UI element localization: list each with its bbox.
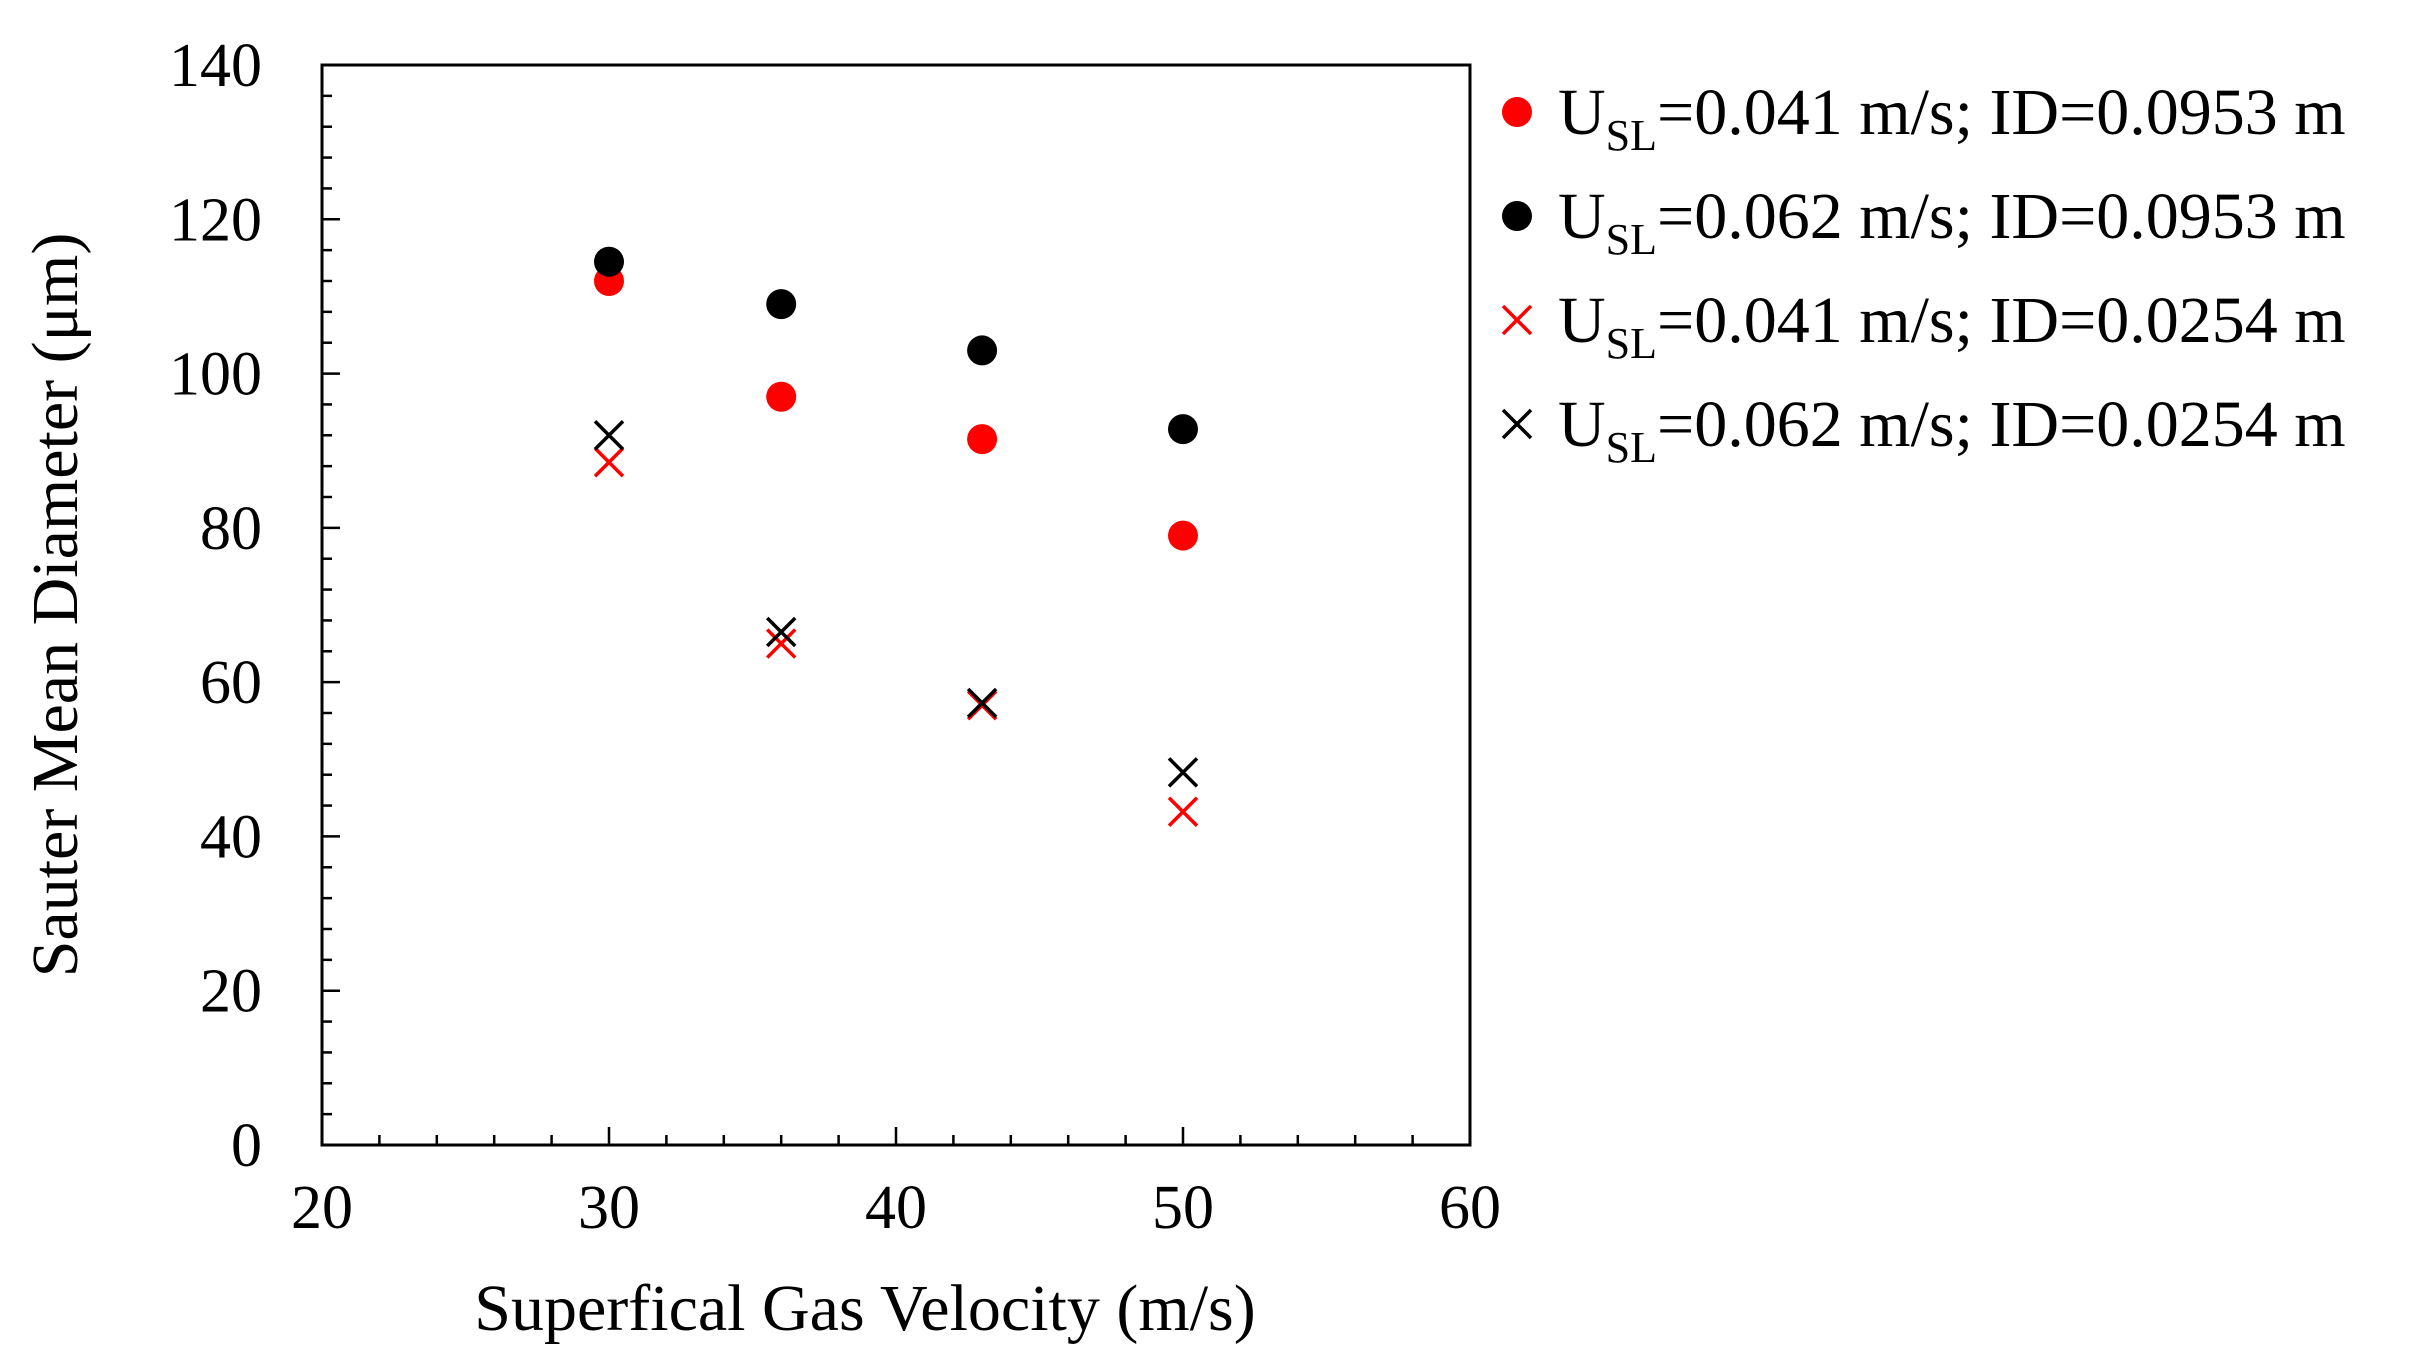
- data-point: [593, 447, 625, 478]
- legend-label-rest: =0.041 m/s; ID=0.0953 m: [1657, 76, 2346, 149]
- plot-frame: [320, 63, 1472, 1147]
- legend-label-subscript: SL: [1606, 215, 1657, 264]
- series-layer: [593, 246, 1199, 827]
- legend-label: USL=0.041 m/s; ID=0.0953 m: [1558, 76, 2346, 160]
- y-tick-label: 40: [200, 803, 262, 871]
- data-point: [966, 687, 998, 719]
- y-tick-labels: 0 20 40 60 80 100 120 140: [169, 32, 262, 1180]
- data-point: [1168, 520, 1198, 551]
- data-point: [1167, 796, 1199, 827]
- x-tick-label: 50: [1152, 1174, 1214, 1242]
- series-3: [593, 447, 1199, 827]
- data-point: [765, 616, 797, 648]
- legend-label-main: U: [1558, 180, 1606, 253]
- legend-item: USL=0.062 m/s; ID=0.0254 m: [1501, 388, 2346, 472]
- y-tick-label: 140: [169, 32, 262, 100]
- legend-label-rest: =0.062 m/s; ID=0.0254 m: [1657, 388, 2346, 461]
- x-tick-label: 20: [291, 1174, 353, 1242]
- legend-marker: [1501, 304, 1533, 336]
- x-tick-label: 40: [865, 1174, 927, 1242]
- y-tick-label: 0: [231, 1112, 262, 1180]
- major-ticks: [320, 63, 1472, 1147]
- x-axis-title: Superfical Gas Velocity (m/s): [474, 1272, 1255, 1345]
- legend-label-main: U: [1558, 284, 1606, 357]
- data-point: [594, 246, 624, 277]
- legend-label-rest: =0.041 m/s; ID=0.0254 m: [1657, 284, 2346, 357]
- y-tick-label: 120: [169, 186, 262, 254]
- legend-label: USL=0.062 m/s; ID=0.0953 m: [1558, 180, 2346, 264]
- legend-marker: [1502, 97, 1532, 127]
- x-tick-label: 30: [578, 1174, 640, 1242]
- legend-label-subscript: SL: [1606, 423, 1657, 472]
- legend-label-rest: =0.062 m/s; ID=0.0953 m: [1657, 180, 2346, 253]
- minor-ticks: [322, 94, 1414, 1145]
- data-point: [766, 289, 797, 320]
- y-tick-label: 100: [169, 341, 262, 409]
- data-point: [967, 424, 998, 455]
- y-axis-title: Sauter Mean Diameter (μm): [19, 233, 92, 978]
- y-tick-label: 80: [200, 495, 262, 563]
- series-1: [594, 266, 1198, 551]
- data-point: [765, 628, 797, 659]
- data-point: [967, 335, 998, 366]
- x-tick-labels: 20 30 40 50 60: [291, 1174, 1501, 1242]
- data-point: [766, 381, 797, 412]
- legend-label-subscript: SL: [1606, 111, 1657, 160]
- legend-marker: [1502, 201, 1532, 231]
- legend-label-subscript: SL: [1606, 319, 1657, 368]
- legend-marker: [1501, 408, 1533, 440]
- legend-label: USL=0.062 m/s; ID=0.0254 m: [1558, 388, 2346, 472]
- legend-label-main: U: [1558, 76, 1606, 149]
- y-tick-label: 20: [200, 958, 262, 1026]
- legend-label-main: U: [1558, 388, 1606, 461]
- legend-item: USL=0.062 m/s; ID=0.0953 m: [1502, 180, 2346, 264]
- series-4: [593, 420, 1199, 788]
- y-tick-label: 60: [200, 649, 262, 717]
- data-point: [593, 420, 625, 451]
- x-tick-label: 60: [1439, 1174, 1501, 1242]
- data-point: [1167, 757, 1199, 788]
- legend-label: USL=0.041 m/s; ID=0.0254 m: [1558, 284, 2346, 368]
- data-point: [1168, 414, 1198, 445]
- legend-item: USL=0.041 m/s; ID=0.0953 m: [1502, 76, 2346, 160]
- series-2: [594, 246, 1198, 445]
- legend-item: USL=0.041 m/s; ID=0.0254 m: [1501, 284, 2346, 368]
